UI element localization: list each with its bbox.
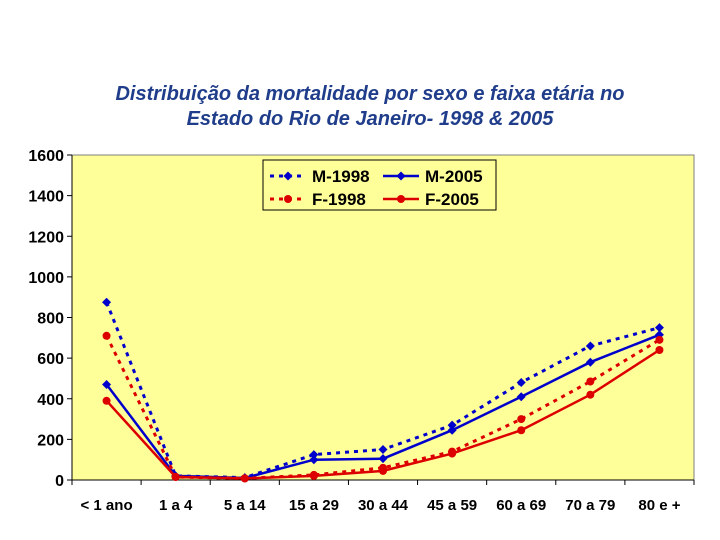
x-axis: < 1 ano 1 a 4 5 a 14 15 a 29 30 a 44 45 a 59 6… [71,479,695,514]
data-point-f-2005 [379,466,387,475]
x-tick-label: 45 a 59 [427,497,477,514]
y-tick-label: 600 [37,351,64,368]
data-point-m-2005 [585,357,595,367]
data-point-f-2005 [309,471,318,480]
data-point-m-2005 [378,454,388,464]
data-point-m-2005 [447,425,457,435]
data-point-m-1998 [102,297,112,307]
legend-label-f-2005: F-2005 [425,190,479,209]
legend-marker-f-1998 [284,195,292,203]
x-tick-label: 70 a 79 [565,497,615,514]
data-point-m-1998 [447,420,457,430]
data-point-m-1998 [309,450,319,460]
y-tick-label: 800 [37,311,64,328]
y-tick-label: 1200 [28,229,64,246]
y-tick-label: 1000 [28,270,64,287]
data-point-f-1998 [517,415,526,424]
x-tick-label: < 1 ano [81,497,133,514]
y-tick-label: 400 [37,392,64,409]
legend-label-m-2005: M-2005 [425,167,483,186]
chart-title-line2: Estado do Rio de Janeiro- 1998 & 2005 [186,108,554,130]
legend-marker-m-1998 [283,171,293,181]
legend-marker-m-2005 [396,171,406,181]
legend-label-m-1998: M-1998 [312,167,370,186]
data-point-m-1998 [516,378,526,387]
data-point-f-1998 [586,377,595,386]
data-point-f-1998 [655,335,664,344]
x-tick-label: 5 a 14 [224,497,266,514]
data-point-m-1998 [378,445,388,455]
data-point-f-2005 [240,474,249,483]
data-point-m-2005 [516,392,526,402]
y-tick-label: 200 [37,432,64,449]
x-tick-label: 30 a 44 [358,497,409,514]
data-point-f-2005 [171,472,180,481]
y-tick-label: 0 [55,473,64,490]
legend-marker-f-2005 [397,195,405,203]
x-tick-label: 1 a 4 [159,497,193,514]
series-f-2005 [102,346,664,483]
data-point-m-2005 [309,455,319,465]
x-tick-label: 80 e + [638,497,680,514]
legend-box [262,159,497,211]
x-tick-label: 15 a 29 [289,497,339,514]
chart-title: Distribuição da mortalidade por sexo e f… [40,82,700,132]
data-point-m-1998 [585,341,595,351]
data-point-f-2005 [448,449,457,458]
legend: M-1998 M-2005 F-1998 F-2005 [262,159,497,211]
y-tick-label: 1400 [28,189,64,206]
data-point-f-2005 [586,390,595,399]
data-point-f-2005 [655,346,664,354]
y-axis: 0 200 400 600 800 1000 1200 1400 1600 [28,148,73,490]
data-point-f-2005 [517,426,526,435]
data-point-f-2005 [102,396,111,405]
y-tick-label: 1600 [28,148,64,165]
data-point-m-1998 [654,323,664,333]
chart-title-line1: Distribuição da mortalidade por sexo e f… [115,83,625,105]
data-point-m-2005 [102,380,112,390]
data-point-f-1998 [102,331,111,340]
x-tick-label: 60 a 69 [496,497,546,514]
legend-label-f-1998: F-1998 [312,190,366,209]
series-group [102,297,664,483]
